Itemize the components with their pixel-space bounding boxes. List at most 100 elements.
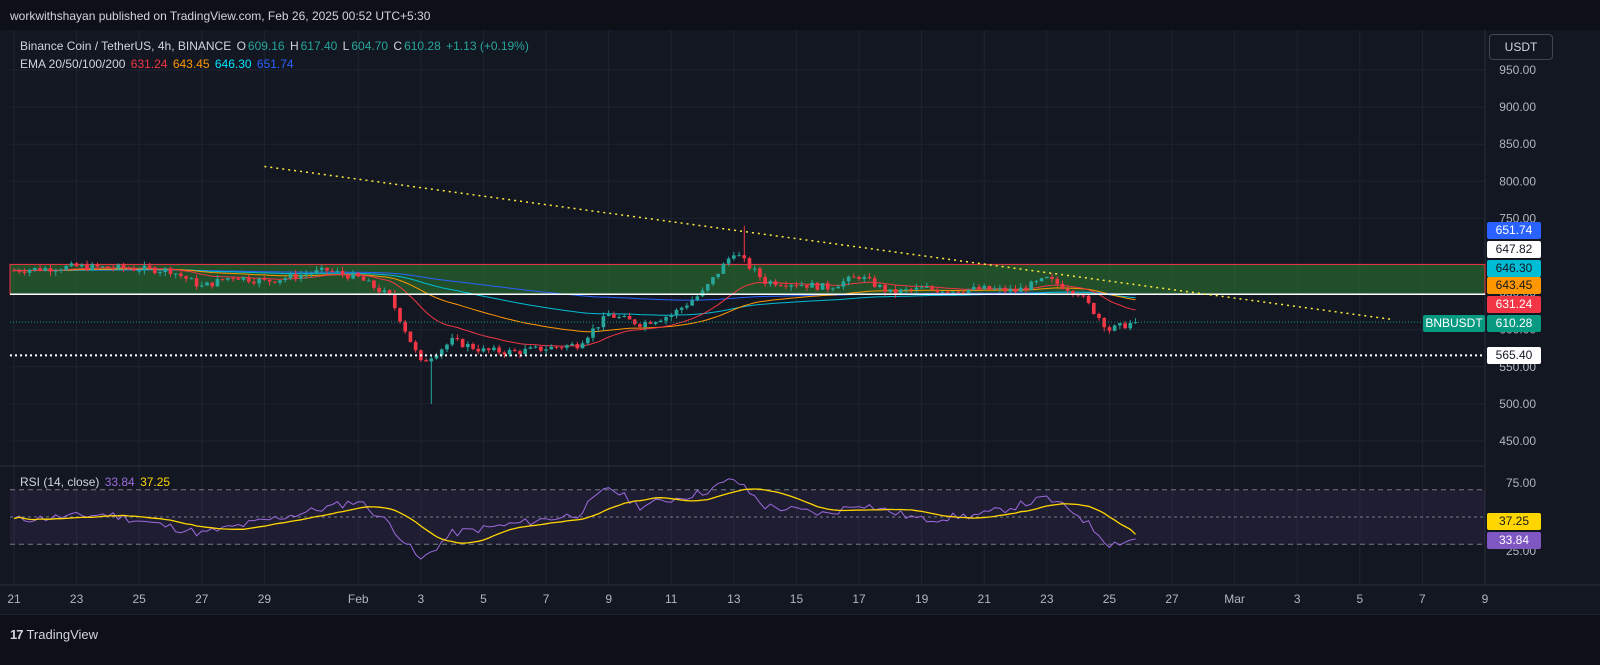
candle-body (460, 339, 465, 348)
candle-body (137, 270, 142, 272)
rsi-title[interactable]: RSI (14, close) (20, 475, 100, 489)
candle-body (413, 342, 418, 351)
candle-body (878, 284, 882, 287)
rsi-ma-value: 37.25 (140, 475, 171, 489)
tradingview-logo[interactable]: 17 TradingView (10, 627, 98, 642)
candle-body (85, 264, 89, 271)
candle-body (815, 282, 820, 290)
candle-body (643, 322, 647, 328)
candle-body (314, 270, 319, 274)
candle-body (732, 255, 736, 259)
candle-body (888, 289, 893, 292)
time-tick-label: 9 (605, 592, 612, 606)
rsi-line (13, 478, 1136, 560)
candle-body (591, 328, 595, 338)
candle-body (523, 348, 528, 355)
candle-body (872, 278, 877, 287)
candle-body (1003, 287, 1007, 292)
candle-body (283, 278, 288, 281)
candle-body (121, 264, 126, 269)
publish-banner: workwithshayan published on TradingView.… (0, 0, 1600, 31)
candle-body (356, 272, 361, 277)
ema20-line (13, 267, 1136, 347)
currency-button[interactable]: USDT (1489, 34, 1553, 60)
candle-body (549, 346, 554, 350)
price-tick-label: 450.00 (1499, 434, 1536, 448)
ema-legend[interactable]: EMA 20/50/100/200 631.24 643.45 646.30 6… (20, 57, 296, 71)
candle-body (450, 337, 454, 345)
candle-body (768, 281, 773, 284)
tradingview-logo-icon: 17 (10, 627, 24, 642)
time-tick-label: Mar (1224, 592, 1245, 606)
candle-body (372, 280, 376, 288)
candle-body (1060, 283, 1065, 289)
ema-title[interactable]: EMA 20/50/100/200 (20, 57, 126, 71)
candle-body (116, 264, 121, 269)
candle-body (883, 284, 887, 292)
candle-body (867, 277, 872, 279)
candle-body (267, 279, 272, 282)
candle-body (1034, 281, 1039, 283)
candle-body (862, 277, 867, 280)
candle-body (554, 346, 559, 348)
candle-body (763, 277, 767, 284)
price-tick-label: 800.00 (1499, 174, 1536, 188)
candle-body (387, 290, 392, 294)
symbol-legend[interactable]: Binance Coin / TetherUS, 4h, BINANCE O 60… (20, 39, 531, 53)
candle-body (951, 291, 955, 293)
candle-body (987, 285, 992, 290)
candle-body (1013, 288, 1018, 292)
ema200-value: 651.74 (256, 57, 294, 71)
candle-body (596, 327, 601, 329)
candle-body (1024, 287, 1028, 291)
time-tick-label: 5 (1356, 592, 1363, 606)
candle-body (658, 320, 663, 322)
candle-body (1045, 277, 1049, 279)
candle-body (940, 291, 945, 293)
candle-body (278, 280, 282, 283)
candle-body (575, 343, 580, 349)
candle-body (173, 273, 178, 275)
high-value: 617.40 (300, 39, 338, 53)
candle-body (272, 281, 277, 283)
candle-body (570, 343, 574, 346)
candle-body (841, 281, 846, 287)
chart-canvas[interactable]: 21 23 25 27 29 Feb 3 5 7 9 11 13 15 17 19 21 23 25 27 Mar 3 5… (0, 30, 1600, 614)
rsi-legend[interactable]: RSI (14, close) 33.84 37.25 (20, 475, 172, 489)
candle-body (726, 258, 731, 264)
candle-body (340, 270, 345, 275)
candle-body (794, 285, 799, 287)
candle-body (982, 285, 987, 290)
candle-body (664, 316, 668, 321)
time-tick-label: 7 (543, 592, 550, 606)
price-tick-label: 850.00 (1499, 137, 1536, 151)
time-tick-label: 19 (915, 592, 929, 606)
time-tick-label: 7 (1419, 592, 1426, 606)
close-label: C (393, 39, 403, 53)
candle-body (382, 290, 387, 293)
time-tick-label: 5 (480, 592, 487, 606)
candle-body (747, 258, 752, 269)
candle-body (486, 348, 491, 351)
candle-body (1018, 287, 1023, 292)
candle-body (742, 255, 747, 259)
candle-body (507, 349, 512, 355)
rsi-tick-label: 75.00 (1506, 476, 1536, 490)
candle-body (1065, 288, 1070, 291)
tradingview-brand: TradingView (26, 627, 99, 642)
candle-body (773, 281, 778, 286)
candle-body (398, 308, 402, 322)
candle-body (961, 292, 966, 294)
candle-body (439, 349, 444, 356)
candle-body (147, 265, 152, 268)
ema100-price-tag: 646.30 (1487, 260, 1541, 277)
candle-body (241, 277, 246, 280)
candle-body (215, 279, 220, 287)
candle-body (1097, 313, 1101, 319)
candle-body (335, 270, 340, 272)
symbol-title[interactable]: Binance Coin / TetherUS, 4h, BINANCE (20, 39, 232, 53)
candle-body (935, 289, 940, 293)
ema100-value: 646.30 (214, 57, 252, 71)
candle-body (685, 305, 689, 308)
candle-body (403, 321, 408, 332)
